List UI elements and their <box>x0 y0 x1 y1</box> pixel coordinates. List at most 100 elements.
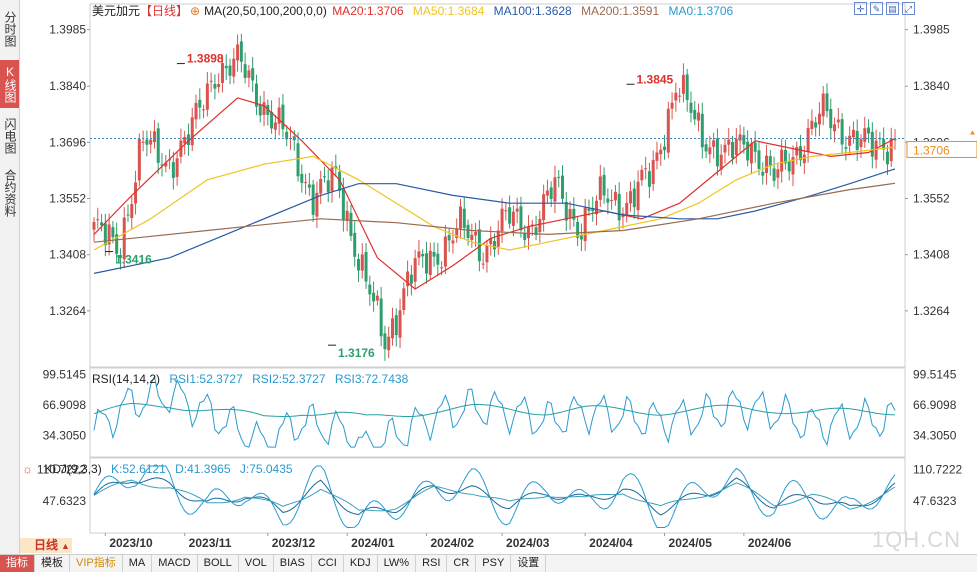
candle-body <box>700 113 704 148</box>
bottom-tab-11[interactable]: RSI <box>416 555 448 572</box>
candle-body <box>870 131 874 157</box>
candle-body <box>591 207 595 212</box>
candle-body <box>130 204 134 219</box>
left-tab-0[interactable]: 分时图 <box>3 11 17 47</box>
candle-body <box>341 188 345 221</box>
candle-body <box>372 292 376 302</box>
layout-icon[interactable]: ▤ <box>886 2 899 15</box>
candle-body <box>217 84 221 88</box>
candle-body <box>783 149 787 164</box>
candle-body <box>451 240 455 244</box>
period-selector[interactable]: 日线 ▲ <box>20 538 72 553</box>
candle-body <box>103 223 107 246</box>
candle-body <box>530 224 534 226</box>
ma-settings[interactable]: MA(20,50,100,200,0,0) <box>204 4 327 18</box>
candle-body <box>307 184 311 188</box>
candle-body <box>780 149 784 172</box>
time-tick-label: 2024/03 <box>506 536 550 550</box>
candle-body <box>315 192 319 217</box>
candle-body <box>768 156 772 167</box>
k-value: K:52.6121 <box>111 462 166 476</box>
candle-body <box>402 288 406 310</box>
candle-body <box>107 224 111 245</box>
kdj-settings[interactable]: KDJ(9,3,3) <box>44 462 102 476</box>
candle-body <box>602 174 606 196</box>
fullscreen-icon[interactable]: ⤢ <box>902 2 915 15</box>
candle-body <box>632 188 636 208</box>
crosshair-icon[interactable]: ✛ <box>854 2 867 15</box>
bottom-tab-13[interactable]: PSY <box>476 555 512 572</box>
candle-body <box>583 207 587 242</box>
drawing-icon[interactable]: ✎ <box>870 2 883 15</box>
candle-body <box>663 146 667 151</box>
rsi3-value: RSI3:72.7438 <box>334 372 409 386</box>
candle-body <box>436 253 440 265</box>
price-arrow-icon <box>970 130 975 135</box>
candle-body <box>757 150 761 169</box>
bottom-tab-8[interactable]: CCI <box>312 555 344 572</box>
candle-body <box>145 139 149 145</box>
candle-body <box>636 181 640 211</box>
bottom-tab-9[interactable]: KDJ <box>344 555 378 572</box>
candle-body <box>738 134 742 141</box>
candle-body <box>640 169 644 181</box>
candle-body <box>428 250 432 275</box>
candle-body <box>353 232 357 257</box>
candle-body <box>375 295 379 301</box>
bottom-tab-1[interactable]: 模板 <box>35 555 70 572</box>
rsi-line-1 <box>93 375 896 448</box>
kdj-gear-icon[interactable]: ☼ <box>22 462 33 476</box>
candle-body <box>202 109 206 111</box>
ma-line-ma200 <box>93 182 896 243</box>
bottom-tab-6[interactable]: VOL <box>239 555 274 572</box>
chart-canvas[interactable]: 1.39851.39851.38401.38401.36961.36961.35… <box>0 0 977 554</box>
bottom-tab-4[interactable]: MACD <box>152 555 198 572</box>
candle-body <box>262 102 266 115</box>
candle-body <box>685 74 689 101</box>
current-price-box <box>906 140 977 158</box>
price-tick-label-left: 1.3408 <box>49 248 86 262</box>
bottom-tab-0[interactable]: 指标 <box>0 555 35 572</box>
rsi-line-3 <box>93 402 895 417</box>
time-tick-label: 2023/10 <box>109 536 153 550</box>
bottom-tab-12[interactable]: CR <box>447 555 477 572</box>
candle-body <box>802 154 806 164</box>
left-tab-2[interactable]: 闪电图 <box>3 118 17 154</box>
candle-body <box>848 135 852 146</box>
bottom-tab-3[interactable]: MA <box>123 555 153 572</box>
candle-body <box>542 194 546 221</box>
rsi-tick-label-right: 34.3050 <box>913 429 957 443</box>
bottom-tab-2[interactable]: VIP指标 <box>70 555 123 572</box>
candle-body <box>100 222 104 226</box>
bottom-tab-10[interactable]: LW% <box>378 555 417 572</box>
price-tick-label-left: 1.3840 <box>49 79 86 93</box>
left-tab-1[interactable]: K线图 <box>0 60 19 108</box>
candle-body <box>92 221 96 230</box>
candle-body <box>330 167 334 192</box>
candle-body <box>598 176 602 200</box>
add-icon[interactable]: ⊕ <box>190 4 201 18</box>
candle-body <box>617 193 621 221</box>
ma100-value: MA100:1.3628 <box>493 4 572 18</box>
candle-body <box>296 143 300 177</box>
candle-body <box>564 201 568 221</box>
bottom-tab-14[interactable]: 设置 <box>511 555 547 572</box>
candle-body <box>859 139 863 147</box>
candle-body <box>368 284 372 295</box>
candle-body <box>613 191 617 201</box>
candle-body <box>666 108 670 153</box>
candle-body <box>579 234 583 240</box>
candle-body <box>160 164 164 166</box>
bottom-tab-7[interactable]: BIAS <box>274 555 312 572</box>
candle-body <box>474 231 478 236</box>
price-tick-label-left: 1.3985 <box>49 23 86 37</box>
left-tab-3[interactable]: 合约资料 <box>3 169 17 217</box>
candle-body <box>606 198 610 203</box>
candle-body <box>810 120 814 129</box>
time-tick-label: 2024/06 <box>748 536 792 550</box>
rsi-settings[interactable]: RSI(14,14,2) <box>92 372 161 386</box>
candle-body <box>304 182 308 184</box>
candle-body <box>258 104 262 116</box>
candle-body <box>149 139 153 145</box>
bottom-tab-5[interactable]: BOLL <box>198 555 239 572</box>
